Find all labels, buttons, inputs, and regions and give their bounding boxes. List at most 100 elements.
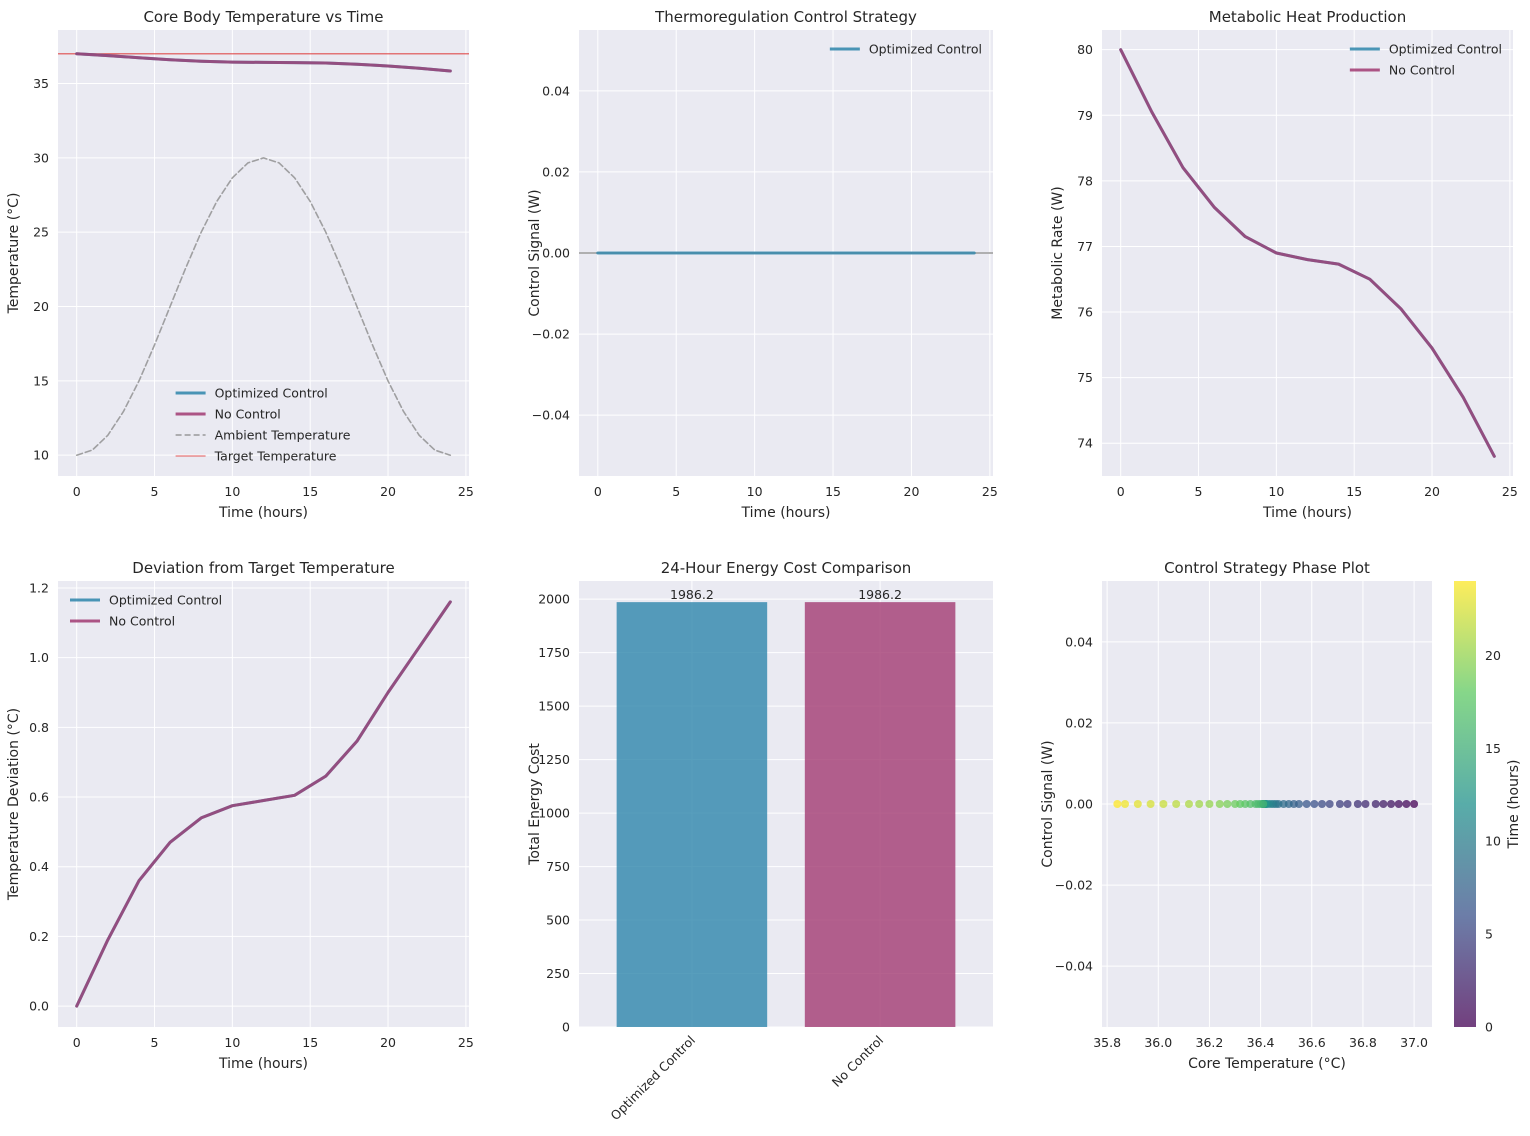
legend: Optimized Control No Control	[70, 593, 222, 629]
series-line-ambient-temperature	[75, 157, 452, 457]
legend: Optimized Control	[829, 42, 982, 57]
chart-title: Metabolic Heat Production	[1209, 8, 1406, 26]
y-tick-label: 30	[33, 150, 49, 165]
chart-title: Control Strategy Phase Plot	[1164, 559, 1370, 577]
x-tick-label: 36.6	[1298, 1035, 1326, 1050]
chart-title: 24-Hour Energy Cost Comparison	[661, 559, 912, 577]
x-tick-label: 37.0	[1400, 1035, 1428, 1050]
scatter-point	[1113, 800, 1122, 808]
y-tick-label: 25	[33, 225, 49, 240]
x-tick-label: 15	[825, 484, 841, 499]
colorbar-tick-label: 20	[1485, 648, 1501, 663]
chart-title: Thermoregulation Control Strategy	[654, 8, 917, 26]
y-tick-label: 1000	[538, 806, 570, 821]
x-tick-label: 36.8	[1349, 1035, 1377, 1050]
x-tick-label: 0	[594, 484, 602, 499]
legend-entry: Optimized Control	[215, 386, 328, 401]
scatter-point	[1343, 800, 1352, 808]
y-tick-label: −0.04	[532, 408, 570, 423]
legend-entry: Optimized Control	[109, 593, 222, 608]
y-tick-label: 0.8	[29, 720, 49, 735]
y-axis-label: Control Signal (W)	[1040, 740, 1056, 867]
scatter-point	[1402, 800, 1411, 808]
scatter-point	[1146, 800, 1155, 808]
series-line-no-control	[1119, 48, 1496, 458]
bar-value-label: 1986.2	[858, 587, 902, 602]
y-axis-label: Control Signal (W)	[527, 189, 543, 316]
x-tick-label: 20	[1424, 484, 1440, 499]
x-tick-label: 25	[458, 484, 474, 499]
y-tick-label: 0.00	[542, 246, 570, 261]
x-axis-label: Time (hours)	[1262, 505, 1352, 521]
y-axis-label: Temperature (°C)	[6, 193, 22, 315]
scatter-point	[1310, 800, 1319, 808]
y-tick-label: −0.02	[532, 327, 570, 342]
y-tick-label: 0.00	[1065, 797, 1093, 812]
y-tick-label: 0.6	[29, 790, 49, 805]
scatter-point	[1231, 800, 1240, 808]
y-tick-label: −0.02	[1055, 878, 1093, 893]
scatter-point	[1318, 800, 1326, 808]
y-tick-label: 0.04	[542, 83, 570, 98]
y-tick-label: 0.02	[1065, 715, 1093, 730]
legend-entry: Optimized Control	[869, 42, 982, 57]
scatter-point	[1325, 800, 1334, 808]
chart-p2: 0 5 10 15 20 25 −0.04 −0.02 0.00 0.02 0.04 Thermore…	[527, 8, 998, 521]
x-tick-label: 5	[151, 1035, 159, 1050]
x-tick-label: 0	[73, 484, 81, 499]
y-tick-label: 79	[1077, 108, 1093, 123]
y-tick-label: 10	[33, 448, 49, 463]
y-tick-label: 0.4	[29, 859, 49, 874]
y-tick-label: 1500	[538, 699, 570, 714]
scatter-point	[1302, 800, 1311, 808]
x-tick-label: 15	[302, 484, 318, 499]
scatter-point	[1379, 800, 1388, 808]
y-axis-label: Total Energy Cost	[527, 743, 543, 866]
scatter-point	[1371, 800, 1380, 808]
scatter-point	[1121, 800, 1130, 808]
y-axis-label: Temperature Deviation (°C)	[6, 708, 22, 901]
chart-p4: 0 5 10 15 20 25 0.0 0.2 0.4 0.6 0.8 1.0 1.2 Deviation…	[6, 559, 474, 1072]
chart-title: Core Body Temperature vs Time	[143, 8, 383, 26]
y-tick-label: 77	[1077, 239, 1093, 254]
scatter-point	[1133, 800, 1142, 808]
chart-p5: 0 250 500 750 1000 1250 1500 1750 2000 1986.2 Opti…	[527, 559, 993, 1123]
y-tick-label: 0	[562, 1020, 570, 1035]
x-tick-label: 15	[302, 1035, 318, 1050]
y-tick-label: 500	[546, 913, 570, 928]
y-tick-label: 20	[33, 299, 49, 314]
y-tick-label: 75	[1077, 370, 1093, 385]
x-tick-label: 15	[1346, 484, 1362, 499]
colorbar-tick-label: 15	[1485, 741, 1501, 756]
legend-entry: No Control	[109, 614, 175, 629]
bar-no-control	[804, 602, 956, 1027]
colorbar-tick-label: 5	[1485, 927, 1493, 942]
scatter-point	[1215, 800, 1224, 808]
bar-value-label: 1986.2	[670, 587, 714, 602]
y-tick-label: 0.2	[29, 929, 49, 944]
x-axis-label: Time (hours)	[218, 505, 308, 521]
x-tick-label: 36.2	[1196, 1035, 1224, 1050]
x-tick-label: 35.8	[1093, 1035, 1121, 1050]
x-tick-label: Optimized Control	[607, 1033, 698, 1124]
y-tick-label: 80	[1077, 42, 1093, 57]
x-tick-label: 25	[1502, 484, 1518, 499]
plot-background	[1102, 30, 1513, 476]
chart-p3: 0 5 10 15 20 25 74 75 76 77 78 79 80 Metabolic Heat P…	[1050, 8, 1518, 521]
scatter-point	[1223, 800, 1232, 808]
scatter-point	[1394, 800, 1403, 808]
y-tick-label: 2000	[538, 592, 570, 607]
scatter-point	[1387, 800, 1396, 808]
y-tick-label: 76	[1077, 305, 1093, 320]
y-tick-label: 0.02	[542, 164, 570, 179]
x-tick-label: 5	[151, 484, 159, 499]
legend: Optimized Control No Control	[1349, 42, 1502, 78]
x-axis-label: Core Temperature (°C)	[1188, 1056, 1346, 1072]
plot-background	[58, 581, 469, 1027]
series-line-no-control	[75, 52, 452, 73]
y-tick-label: 1.0	[29, 650, 49, 665]
series-line-no-control	[75, 600, 452, 1008]
legend-entry: Ambient Temperature	[215, 428, 351, 443]
y-tick-label: 1.2	[29, 580, 49, 595]
